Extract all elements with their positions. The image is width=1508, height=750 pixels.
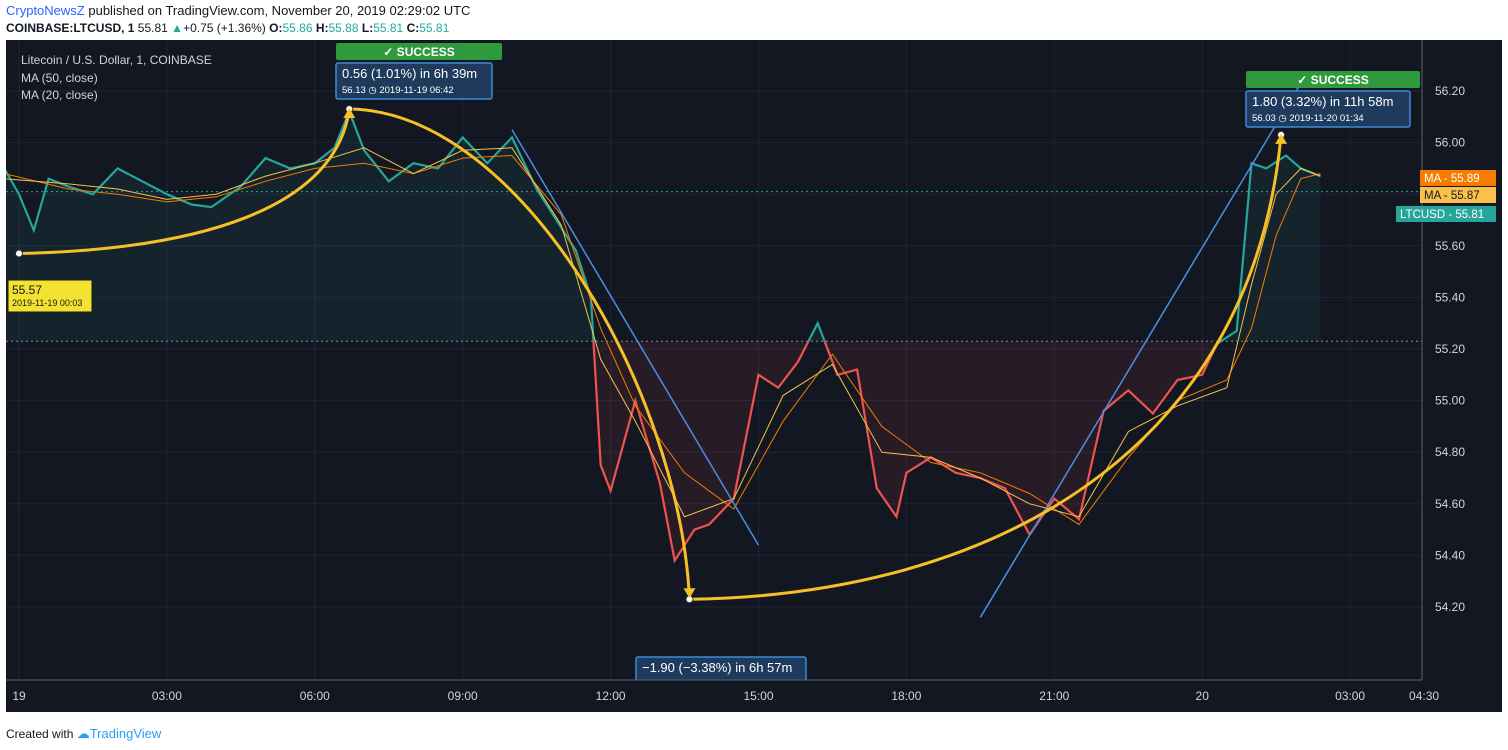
success-badge-label: ✓ SUCCESS — [1297, 73, 1368, 87]
open-value: 55.86 — [282, 21, 313, 35]
peak-annotation: ✓ SUCCESS 0.56 (1.01%) in 6h 39m 56.13 ◷ 2… — [335, 43, 502, 100]
price-label-0: MA - 55.89 — [1420, 170, 1496, 186]
x-tick-label: 12:00 — [596, 689, 626, 703]
curve-point — [15, 249, 23, 258]
price-label-bg — [1420, 170, 1496, 186]
high-value: 55.88 — [328, 21, 359, 35]
x-tick-label: 15:00 — [743, 689, 773, 703]
price-label-bg — [1420, 187, 1496, 203]
trendline — [979, 82, 1302, 618]
area-fill-down — [6, 341, 1321, 561]
x-tick-label: 18:00 — [891, 689, 921, 703]
x-tick-label: 03:00 — [152, 689, 182, 703]
price-chart[interactable]: ✓ SUCCESS 0.56 (1.01%) in 6h 39m 56.13 ◷ 2… — [6, 40, 1502, 712]
success-badge-label: ✓ SUCCESS — [383, 45, 454, 59]
y-tick-label: 56.20 — [1435, 84, 1465, 98]
measure-box — [1245, 90, 1411, 128]
legend-title[interactable]: Litecoin / U.S. Dollar, 1, COINBASE — [21, 53, 212, 67]
measure-line1: 1.80 (3.32%) in 11h 58m — [1252, 94, 1393, 109]
x-tick-label: 19 — [12, 689, 26, 703]
x-tick-label: 21:00 — [1039, 689, 1069, 703]
y-tick-label: 56.00 — [1435, 136, 1465, 150]
trendline — [511, 129, 760, 546]
x-tick-label: 03:00 — [1335, 689, 1365, 703]
ma20-line — [6, 147, 1321, 518]
price-label-text: MA - 55.87 — [1424, 190, 1480, 202]
x-tick-label: 04:30 — [1409, 689, 1439, 703]
measure-line1: 0.56 (1.01%) in 6h 39m — [342, 66, 477, 81]
publisher-link[interactable]: CryptoNewsZ — [6, 3, 85, 18]
ma50-line — [6, 154, 1321, 526]
close-value: 55.81 — [419, 21, 450, 35]
x-tick-label: 06:00 — [300, 689, 330, 703]
price-label-2: LTCUSD - 55.81 — [1396, 206, 1496, 222]
published-text: published on TradingView.com, November 2… — [84, 3, 471, 18]
price-change: +0.75 (+1.36%) — [183, 21, 266, 35]
x-tick-label: 20 — [1196, 689, 1210, 703]
time-axis: 19 03:00 06:00 09:00 12:00 15:00 18:00 21:00 20 0… — [6, 679, 1502, 712]
price-axis-bg — [1422, 40, 1502, 712]
price-label-bg — [1396, 206, 1496, 222]
footer: Created with ☁TradingView — [6, 726, 161, 742]
y-tick-label: 55.40 — [1435, 290, 1465, 304]
low-value: 55.81 — [373, 21, 404, 35]
legend-ma50[interactable]: MA (50, close) — [21, 71, 98, 85]
arrow-up-icon — [343, 108, 356, 119]
measure-line2: 56.03 ◷ 2019-11-20 01:34 — [1252, 113, 1364, 124]
time-axis-bg — [6, 680, 1502, 712]
measure-line1: −1.90 (−3.38%) in 6h 57m — [642, 660, 792, 675]
created-with-text: Created with — [6, 727, 74, 741]
y-tick-label: 54.20 — [1435, 600, 1465, 614]
price-label-text: MA - 55.89 — [1424, 173, 1480, 185]
chart-area[interactable]: ✓ SUCCESS 0.56 (1.01%) in 6h 39m 56.13 ◷ 2… — [6, 40, 1502, 712]
price-label-text: LTCUSD - 55.81 — [1400, 209, 1484, 221]
legend-ma20[interactable]: MA (20, close) — [21, 88, 98, 102]
measure-box — [335, 62, 493, 100]
price-line-up — [6, 108, 1321, 342]
tradingview-brand[interactable]: TradingView — [89, 726, 162, 741]
price-line-down — [592, 341, 1223, 564]
trend-curve — [18, 107, 1283, 601]
success-badge — [336, 43, 502, 60]
y-tick-label: 54.60 — [1435, 497, 1465, 511]
y-tick-label: 55.20 — [1435, 342, 1465, 356]
tradingview-logo-icon: ☁ — [76, 726, 90, 741]
symbol: COINBASE:LTCUSD, 1 — [6, 21, 135, 35]
measure-line2: 56.13 ◷ 2019-11-19 06:42 — [342, 85, 454, 96]
start-label-date: 2019-11-19 00:03 — [12, 298, 82, 308]
symbol-line: COINBASE:LTCUSD, 1 55.81 ▲+0.75 (+1.36%)… — [6, 21, 450, 35]
publish-line: CryptoNewsZ published on TradingView.com… — [6, 3, 470, 18]
arrow-up-icon — [1275, 133, 1288, 144]
price-label-1: MA - 55.87 — [1420, 187, 1496, 203]
up-arrow-icon: ▲ — [171, 21, 184, 35]
start-label-value: 55.57 — [12, 283, 42, 297]
area-fill-up — [6, 111, 1321, 342]
last-price: 55.81 — [137, 21, 168, 35]
y-tick-label: 55.60 — [1435, 239, 1465, 253]
y-tick-label: 54.40 — [1435, 548, 1465, 562]
y-tick-label: 54.80 — [1435, 445, 1465, 459]
end-annotation: ✓ SUCCESS 1.80 (3.32%) in 11h 58m 56.03 ◷ … — [1245, 71, 1420, 128]
y-tick-label: 55.00 — [1435, 394, 1465, 408]
price-axis: 54.20 54.40 54.60 54.80 55.00 55.20 55.40 55.60… — [1396, 40, 1502, 712]
start-label-box — [7, 279, 93, 313]
x-tick-label: 09:00 — [448, 689, 478, 703]
success-badge — [1246, 71, 1420, 88]
arrow-down-icon — [683, 588, 696, 599]
